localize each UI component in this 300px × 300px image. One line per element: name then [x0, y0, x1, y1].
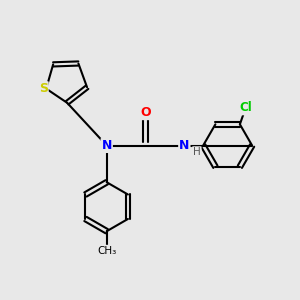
Text: Cl: Cl	[239, 101, 252, 114]
Text: CH₃: CH₃	[97, 246, 116, 256]
Text: N: N	[179, 139, 190, 152]
Text: H: H	[193, 147, 201, 157]
Text: O: O	[140, 106, 151, 119]
Text: S: S	[39, 82, 48, 95]
Text: N: N	[101, 139, 112, 152]
